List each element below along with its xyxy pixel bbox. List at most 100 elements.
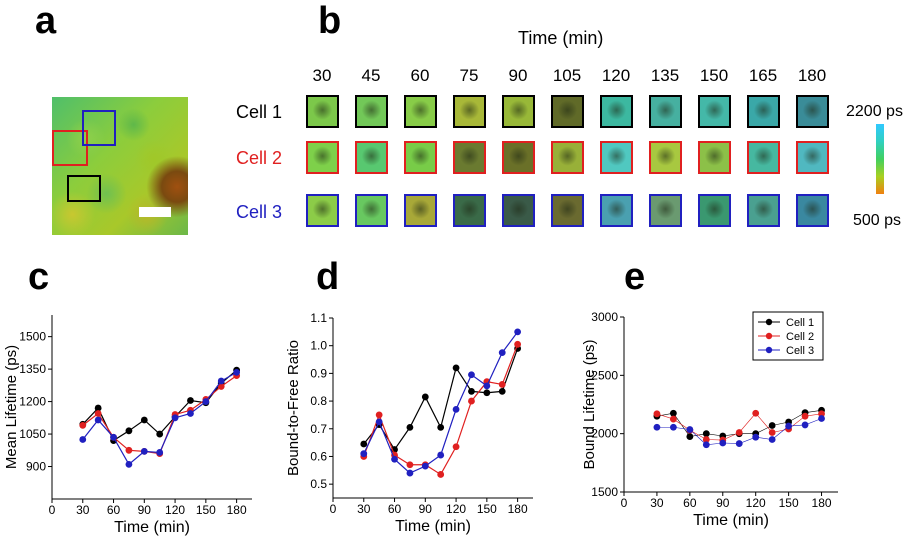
roi-cell-2 <box>52 130 88 166</box>
thumbnail-cell1-t105 <box>551 95 584 128</box>
thumbnail-cell1-t120 <box>600 95 633 128</box>
data-point-series-3 <box>217 377 225 385</box>
y-axis-label: Mean Lifetime (ps) <box>3 345 20 469</box>
y-axis-label: Bound Lifetime (ps) <box>581 339 598 469</box>
data-point-series-2 <box>79 422 87 429</box>
thumbnail-cell2-t120 <box>600 141 633 174</box>
time-tick-120: 120 <box>601 66 631 85</box>
thumbnail-cell3-t180 <box>796 194 829 227</box>
y-tick-label: 1.0 <box>310 339 327 353</box>
x-axis-label: Time (min) <box>395 518 471 535</box>
time-tick-105: 105 <box>552 66 582 85</box>
data-point-series-3 <box>140 447 148 455</box>
data-point-series-3 <box>752 433 760 441</box>
data-point-series-2 <box>406 461 414 469</box>
legend-label-2: Cell 2 <box>786 331 814 343</box>
data-point-series-3 <box>202 398 210 405</box>
x-tick-label: 90 <box>138 503 152 517</box>
thumbnail-cell3-t105 <box>551 194 584 227</box>
data-point-series-1 <box>187 397 194 404</box>
thumbnail-cell3-t135 <box>649 194 682 227</box>
time-tick-60: 60 <box>410 66 430 85</box>
legend-label-3: Cell 3 <box>786 345 814 357</box>
x-tick-label: 90 <box>716 496 730 510</box>
y-tick-label: 0.9 <box>310 366 327 380</box>
thumbnail-cell2-t180 <box>796 141 829 174</box>
thumbnail-cell3-t150 <box>698 194 731 227</box>
data-point-series-3 <box>498 349 506 357</box>
thumbnail-cell3-t165 <box>747 194 780 227</box>
data-point-series-2 <box>94 410 102 417</box>
x-tick-label: 30 <box>76 503 90 517</box>
thumbnail-cell1-t45 <box>355 95 388 128</box>
data-point-series-1 <box>468 387 475 395</box>
y-tick-label: 0.6 <box>310 449 327 463</box>
thumbnail-cell3-t30 <box>306 194 339 227</box>
x-tick-label: 120 <box>446 502 466 516</box>
thumbnail-cell3-t75 <box>453 194 486 227</box>
data-point-series-3 <box>801 421 809 429</box>
time-tick-135: 135 <box>650 66 680 85</box>
y-tick-label: 1050 <box>19 427 46 441</box>
x-tick-label: 180 <box>508 502 528 516</box>
data-point-series-3 <box>719 439 727 447</box>
data-point-series-2 <box>702 436 710 443</box>
data-point-series-3 <box>452 405 460 413</box>
panel-letter-b: b <box>318 0 342 42</box>
thumbnail-cell1-t60 <box>404 95 437 128</box>
time-tick-30: 30 <box>312 66 332 85</box>
y-tick-label: 0.7 <box>310 422 327 436</box>
colorbar-min-label: 500 ps <box>853 212 902 229</box>
y-tick-label: 1500 <box>591 485 618 499</box>
thumbnail-cell2-t135 <box>649 141 682 174</box>
time-tick-180: 180 <box>797 66 827 85</box>
thumbnail-cell1-t180 <box>796 95 829 128</box>
data-point-series-1 <box>406 423 414 431</box>
time-tick-165: 165 <box>748 66 778 85</box>
data-point-series-2 <box>653 410 661 418</box>
time-axis-title: Time (min) <box>518 28 604 48</box>
data-point-series-2 <box>669 415 677 423</box>
scale-bar <box>139 207 171 217</box>
x-tick-label: 150 <box>196 503 216 517</box>
data-point-series-3 <box>187 410 194 417</box>
thumbnail-cell3-t45 <box>355 194 388 227</box>
data-point-series-1 <box>140 416 148 424</box>
data-point-series-3 <box>702 441 710 449</box>
data-point-series-1 <box>437 423 445 431</box>
time-tick-45: 45 <box>361 66 381 85</box>
time-tick-150: 150 <box>699 66 729 85</box>
data-point-series-3 <box>669 423 677 431</box>
data-point-series-1 <box>156 430 164 438</box>
data-point-series-3 <box>171 414 179 422</box>
data-point-series-3 <box>156 449 164 456</box>
chart-bound-to-free-ratio: 0 30 60 90 120 150 180 0.5 0.6 0.7 0.8 0.9 1.0 1.1 Tim… <box>285 311 533 535</box>
data-point-series-1 <box>452 364 460 372</box>
thumbnail-cell1-t90 <box>502 95 535 128</box>
x-axis-label: Time (min) <box>114 519 190 536</box>
x-tick-label: 150 <box>477 502 497 516</box>
thumbnail-cell3-t120 <box>600 194 633 227</box>
data-point-series-2 <box>498 381 506 388</box>
chart-bound-lifetime: 0 30 60 90 120 150 180 1500 2000 2500 3000 Time (mi… <box>581 310 838 529</box>
x-tick-label: 30 <box>357 502 371 516</box>
data-point-series-2 <box>452 443 460 451</box>
data-point-series-2 <box>125 446 133 454</box>
data-point-series-2 <box>468 397 475 405</box>
data-point-series-2 <box>801 412 809 420</box>
data-point-series-1 <box>94 404 102 412</box>
x-tick-label: 180 <box>227 503 247 517</box>
data-point-series-2 <box>217 383 225 390</box>
thumbnail-cell3-t90 <box>502 194 535 227</box>
thumbnail-cell1-t150 <box>698 95 731 128</box>
data-point-series-2 <box>818 410 825 418</box>
data-point-series-1 <box>421 393 429 401</box>
data-point-series-3 <box>391 455 398 463</box>
data-point-series-3 <box>768 436 776 443</box>
data-point-series-2 <box>752 409 760 417</box>
y-tick-label: 1350 <box>19 362 46 376</box>
y-tick-label: 900 <box>26 460 46 474</box>
legend-marker-3 <box>765 346 773 354</box>
thumbnail-cell2-t150 <box>698 141 731 174</box>
data-point-series-3 <box>421 462 429 470</box>
